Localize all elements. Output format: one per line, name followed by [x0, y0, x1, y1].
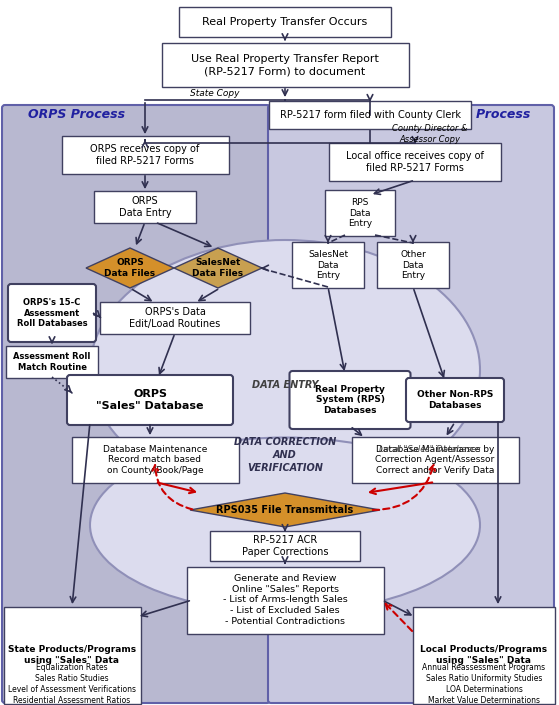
Text: State Copy: State Copy [190, 89, 240, 98]
Text: ORPS Process: ORPS Process [28, 108, 125, 121]
Text: Generate and Review
Online "Sales" Reports
- List of Arms-length Sales
- List of: Generate and Review Online "Sales" Repor… [222, 574, 347, 626]
Text: Local office receives copy of
filed RP-5217 Forms: Local office receives copy of filed RP-5… [346, 151, 484, 173]
FancyBboxPatch shape [406, 378, 504, 422]
Text: ORPS
Data Files: ORPS Data Files [105, 258, 155, 278]
FancyBboxPatch shape [187, 567, 383, 634]
Text: ORPS
"Sales" Database: ORPS "Sales" Database [96, 389, 203, 411]
Text: RPS
Data
Entry: RPS Data Entry [348, 197, 372, 228]
Text: Assessment Roll
Match Routine: Assessment Roll Match Routine [13, 352, 91, 372]
Polygon shape [190, 493, 380, 527]
Ellipse shape [90, 438, 480, 613]
Text: SalesNet
Data
Entry: SalesNet Data Entry [308, 250, 348, 281]
Text: Other Non-RPS
Databases: Other Non-RPS Databases [417, 390, 493, 410]
FancyBboxPatch shape [325, 190, 395, 236]
Text: State Products/Programs
using "Sales" Data: State Products/Programs using "Sales" Da… [8, 645, 136, 665]
Text: Database Maintenance
Record match based
on County/Book/Page: Database Maintenance Record match based … [103, 445, 207, 475]
Text: Annual Reassessment Programs
Sales Ratio Uniformity Studies
LOA Determinations
M: Annual Reassessment Programs Sales Ratio… [421, 663, 547, 705]
Text: Other
Data
Entry: Other Data Entry [400, 250, 426, 281]
Text: DATA CORRECTION
AND
VERIFICATION: DATA CORRECTION AND VERIFICATION [234, 437, 336, 473]
FancyBboxPatch shape [292, 242, 364, 288]
Text: County Director &
Assessor Copy: County Director & Assessor Copy [392, 124, 468, 144]
Text: ORPS receives copy of
filed RP-5217 Forms: ORPS receives copy of filed RP-5217 Form… [91, 144, 200, 166]
Text: Real Property Transfer Occurs: Real Property Transfer Occurs [202, 17, 368, 27]
Text: RP-5217 ACR
Paper Corrections: RP-5217 ACR Paper Corrections [241, 535, 328, 557]
Text: RP-5217 form filed with County Clerk: RP-5217 form filed with County Clerk [280, 110, 461, 120]
FancyBboxPatch shape [269, 101, 471, 129]
FancyBboxPatch shape [352, 437, 519, 483]
Polygon shape [174, 248, 262, 288]
FancyBboxPatch shape [94, 191, 196, 223]
Text: ORPS
Data Entry: ORPS Data Entry [119, 196, 171, 218]
FancyBboxPatch shape [2, 105, 270, 703]
FancyBboxPatch shape [6, 346, 98, 378]
Text: Local "Sales" Databases: Local "Sales" Databases [379, 446, 481, 455]
FancyBboxPatch shape [162, 43, 409, 87]
Text: Local Products/Programs
using "Sales" Data: Local Products/Programs using "Sales" Da… [420, 645, 548, 665]
Text: ORPS's 15-C
Assessment
Roll Databases: ORPS's 15-C Assessment Roll Databases [17, 298, 87, 329]
Text: Local Process: Local Process [435, 108, 530, 121]
FancyBboxPatch shape [413, 606, 555, 704]
Text: Use Real Property Transfer Report
(RP-5217 Form) to document: Use Real Property Transfer Report (RP-52… [191, 54, 379, 76]
Text: ORPS's Data
Edit/Load Routines: ORPS's Data Edit/Load Routines [129, 307, 221, 329]
FancyBboxPatch shape [8, 284, 96, 342]
Text: Equalization Rates
Sales Ratio Studies
Level of Assessment Verifications
Residen: Equalization Rates Sales Ratio Studies L… [8, 663, 136, 705]
Text: RPS035 File Transmittals: RPS035 File Transmittals [216, 505, 354, 515]
FancyBboxPatch shape [210, 531, 360, 561]
Text: DATA ENTRY: DATA ENTRY [252, 380, 318, 390]
Polygon shape [86, 248, 174, 288]
Text: SalesNet
Data Files: SalesNet Data Files [192, 258, 244, 278]
FancyBboxPatch shape [268, 105, 554, 703]
FancyBboxPatch shape [377, 242, 449, 288]
Text: Database Maintenance by
Correction Agent/Assessor
Correct and/or Verify Data: Database Maintenance by Correction Agent… [376, 445, 495, 475]
FancyBboxPatch shape [3, 606, 140, 704]
FancyBboxPatch shape [72, 437, 239, 483]
Text: Real Property
System (RPS)
Databases: Real Property System (RPS) Databases [315, 385, 385, 415]
FancyBboxPatch shape [290, 371, 410, 429]
FancyBboxPatch shape [100, 302, 250, 334]
FancyBboxPatch shape [61, 136, 229, 174]
FancyBboxPatch shape [329, 143, 501, 181]
Ellipse shape [90, 240, 480, 500]
FancyBboxPatch shape [67, 375, 233, 425]
FancyBboxPatch shape [179, 7, 391, 37]
